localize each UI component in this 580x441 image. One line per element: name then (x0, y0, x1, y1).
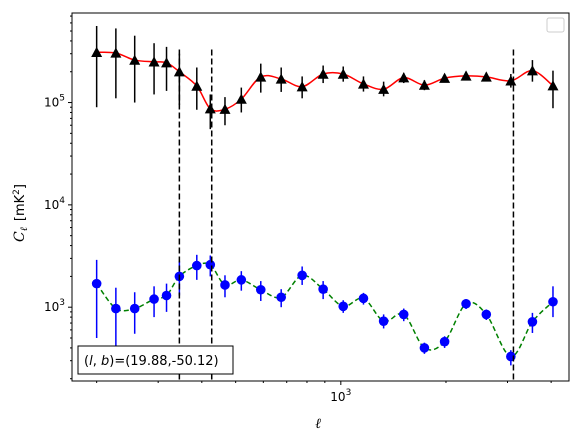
x-tick-label: 103 (330, 388, 351, 404)
y-tick-label-base: 10 (44, 198, 59, 212)
series-0-point (161, 57, 173, 68)
series-layer (91, 25, 559, 366)
series-0-point (204, 103, 216, 114)
series-1 (91, 254, 558, 366)
series-1-point (398, 309, 409, 320)
series-0-point (547, 80, 559, 91)
series-1-point (161, 290, 172, 301)
series-0-point (110, 47, 122, 58)
y-tick-label-exp: 3 (59, 298, 65, 308)
annotation-l: l (89, 354, 93, 369)
series-1-point (255, 284, 266, 295)
series-1-point (548, 296, 558, 307)
series-1-point (419, 343, 430, 353)
series-0-point (378, 83, 390, 94)
series-1-point (461, 298, 471, 309)
x-tick-label-base: 10 (330, 390, 345, 404)
series-1-point (236, 275, 247, 285)
series-1-point (439, 336, 450, 347)
series-0-point (357, 78, 369, 89)
vline-layer (178, 49, 515, 381)
series-1-point (129, 303, 140, 314)
series-1-point (378, 316, 389, 326)
y-tick-label-base: 10 (44, 300, 59, 314)
y-tick-label: 105 (44, 94, 65, 110)
y-tick-label: 103 (44, 298, 65, 314)
series-0-point (439, 72, 451, 83)
series-0-point (296, 81, 308, 92)
legend-box (546, 17, 565, 33)
series-1-point (506, 351, 516, 362)
series-1-point (318, 284, 328, 294)
series-1-point (297, 270, 307, 281)
series-1-point (481, 309, 492, 320)
annotation-box: (l, b)=(19.88,-50.12) (77, 345, 234, 375)
series-0-point (191, 80, 203, 91)
series-0-point (129, 54, 141, 65)
y-tick-label-exp: 4 (59, 196, 65, 206)
annotation-values: =(19.88,-50.12) (114, 354, 218, 369)
series-1-point (191, 260, 202, 271)
annotation-b: b (101, 354, 109, 369)
series-1-point (205, 259, 216, 270)
plot-frame (71, 12, 570, 382)
y-tick-label-exp: 5 (59, 94, 65, 104)
series-1-point (527, 316, 538, 327)
series-0-point (219, 103, 231, 114)
series-0-point (317, 68, 329, 79)
y-label-unit-sup: 2 (12, 189, 22, 195)
series-1-point (358, 293, 369, 304)
series-0-point (505, 75, 517, 86)
y-tick-label: 104 (44, 196, 65, 212)
series-0-point (526, 65, 538, 76)
y-axis-label: Cℓ [mK2] (12, 184, 30, 242)
series-1-point (91, 278, 102, 289)
y-tick-label-base: 10 (44, 96, 59, 110)
series-0-point (480, 71, 492, 82)
series-0-point (275, 73, 287, 84)
y-label-subscript: ℓ (19, 227, 30, 231)
series-1-point (149, 294, 159, 304)
series-0-point (418, 79, 430, 90)
series-0-point (337, 68, 349, 79)
series-0-point (255, 71, 267, 82)
y-label-unit-close: ] (13, 184, 28, 189)
series-0-point (398, 72, 410, 83)
series-1-line (96, 262, 554, 358)
series-0-point (148, 56, 160, 67)
series-0-point (91, 46, 103, 57)
x-tick-label-exp: 3 (346, 388, 352, 398)
series-1-point (111, 303, 121, 314)
series-1-point (338, 301, 349, 312)
series-0 (91, 25, 559, 130)
x-axis-label: ℓ (315, 416, 321, 432)
series-1-point (220, 280, 230, 290)
series-0-point (460, 70, 472, 81)
y-label-symbol: C (12, 231, 28, 242)
series-1-point (276, 292, 286, 303)
series-0-point (235, 93, 247, 104)
y-label-unit: [mK (13, 194, 28, 221)
annotation-label: (l, b)=(19.88,-50.12) (84, 354, 219, 369)
